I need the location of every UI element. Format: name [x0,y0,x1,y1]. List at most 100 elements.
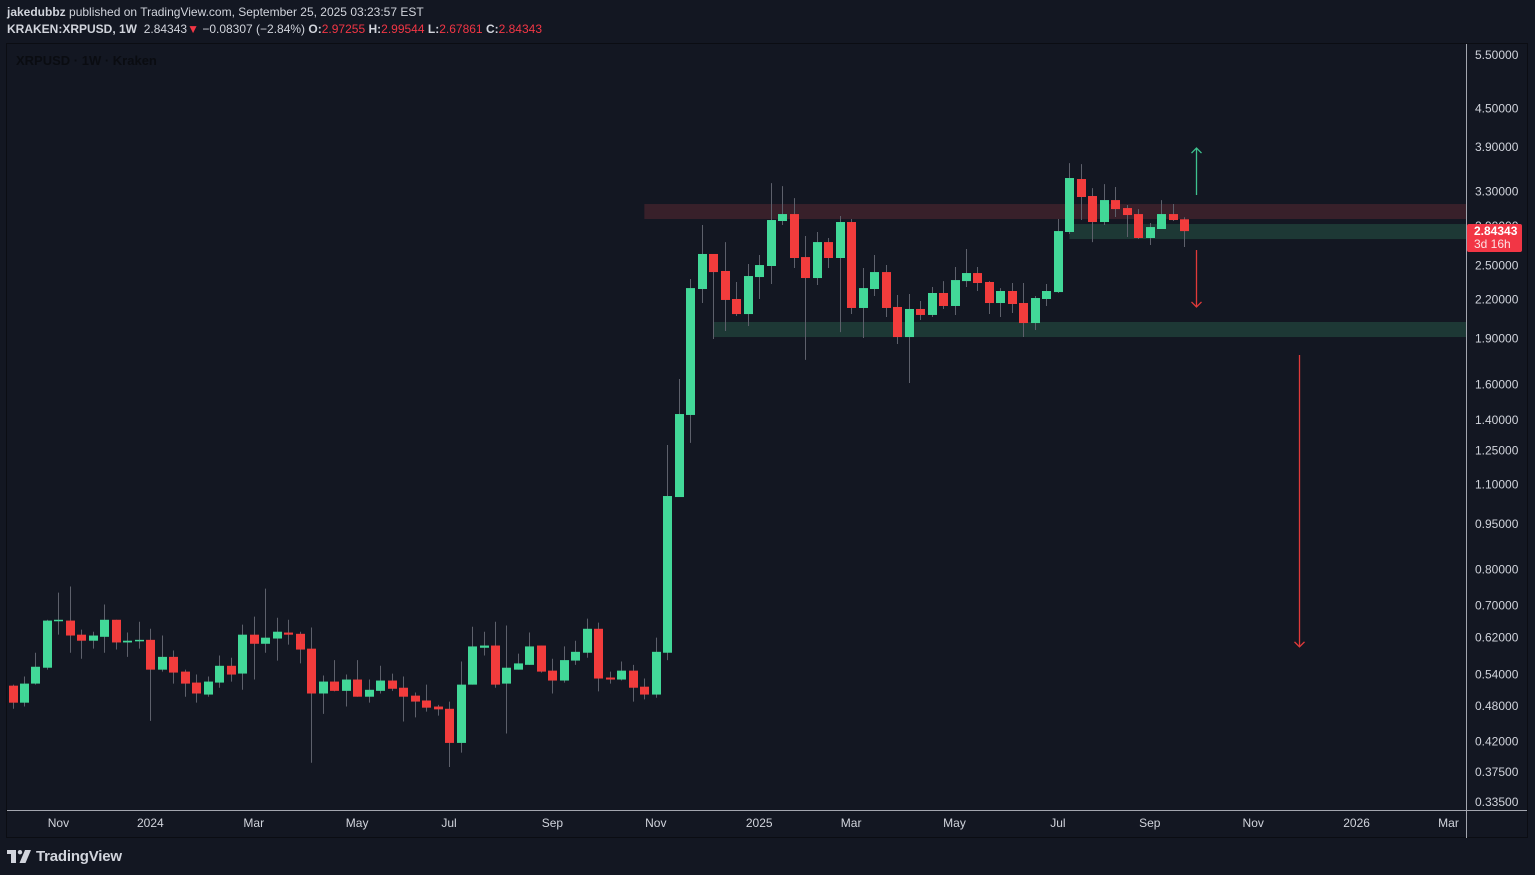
price-tick-label: 1.40000 [1475,413,1519,427]
price-tick-label: 5.50000 [1475,48,1519,62]
candle [859,268,868,339]
candle-body-up [135,639,144,642]
candle [571,640,580,665]
time-tick-label: Nov [1243,816,1264,830]
candle-body-down [548,670,557,681]
candle-body-down [434,706,443,710]
candle-body-up [755,265,764,278]
candle-body-down [112,619,121,643]
candle [721,242,730,331]
candle-body-up [1146,227,1155,238]
candle-body-up [698,253,707,290]
candle [560,646,569,683]
candle [342,674,351,707]
candle-body-up [870,272,879,290]
candle [1019,283,1028,338]
candle-body-down [284,632,293,635]
candle [457,661,466,753]
candle [169,650,178,684]
candle-body-up [617,670,626,680]
candle-body-down [629,670,638,688]
candle [916,301,925,321]
bearish-arrow-down-short[interactable] [1191,250,1202,308]
price-tick-label: 2.50000 [1475,258,1519,272]
candle [112,619,121,650]
candle [525,632,534,665]
candle [227,657,236,682]
price-tick-label: 3.30000 [1475,184,1519,198]
candle-body-up [31,666,40,684]
candle [250,616,259,680]
candle-body-down [181,671,190,684]
candle [502,625,511,734]
candle-body-up [571,651,580,661]
candle-body-down [307,648,316,694]
candle [951,266,960,315]
candle-body-up [502,667,511,684]
candle [158,635,167,672]
time-tick-label: 2025 [746,816,773,830]
candle-body-down [594,628,603,679]
time-axis[interactable] [7,810,1527,837]
candle [31,652,40,685]
candle [606,671,615,684]
candle [1042,284,1051,306]
candle [284,619,293,645]
plot-area[interactable] [9,147,1466,767]
candle-body-up [744,276,753,315]
open-value: 2.97255 [321,22,366,36]
candle [1146,223,1155,246]
candle [307,627,316,763]
publish-info: jakedubbz published on TradingView.com, … [7,5,424,19]
candle-body-up [158,656,167,670]
tradingview-logo[interactable]: TradingView [7,846,122,866]
candle [824,237,833,269]
publisher-name[interactable]: jakedubbz [7,5,66,19]
candle [928,287,937,318]
candle [1065,163,1074,234]
symbol-legend: KRAKEN:XRPUSD, 1W 2.84343▼ −0.08307 (−2.… [7,22,542,36]
candle-body-down [1111,200,1120,210]
candle-body-up [859,288,868,308]
bullish-arrow-up[interactable] [1191,147,1202,196]
candle-body-up [905,308,914,338]
candle [376,665,385,694]
candle [744,263,753,326]
candle [66,586,75,653]
candle-body-down [790,214,799,258]
bearish-arrow-down-long[interactable] [1294,354,1305,648]
candle [123,632,132,657]
candle-body-up [54,619,63,622]
time-tick-label: 2026 [1343,816,1370,830]
resistance-zone[interactable] [644,204,1466,220]
candle [491,621,500,688]
candle [100,604,109,653]
candle-body-down [1180,219,1189,232]
candle-body-down [77,634,86,641]
candle-body-down [445,708,454,743]
candle-body-up [468,646,477,685]
price-axis[interactable] [1466,44,1527,810]
candle-body-up [480,645,489,648]
candle-body-up [319,681,328,694]
candle-body-down [801,257,810,279]
last-price: 2.84343 [143,22,188,36]
support-zone-upper[interactable] [1069,224,1466,240]
price-tick-label: 0.80000 [1475,563,1519,577]
candle-body-down [537,645,546,672]
candle-body-down [1088,196,1097,223]
price-tick-label: 1.10000 [1475,478,1519,492]
candle [939,281,948,309]
candle [238,624,247,690]
candle [1008,283,1017,314]
candle [847,219,856,315]
candle [1100,184,1109,226]
candle [54,592,63,635]
support-zone-lower[interactable] [713,321,1466,338]
candle-body-down [1008,290,1017,304]
candle-body-down [1134,214,1143,238]
candle-body-down [250,634,259,644]
candle [594,622,603,692]
candle [629,664,638,702]
candle [1088,188,1097,243]
